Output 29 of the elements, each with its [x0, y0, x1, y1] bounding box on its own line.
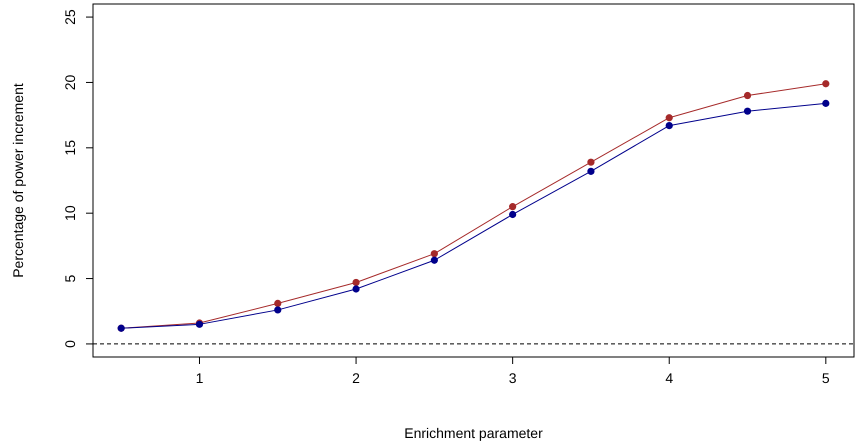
point — [352, 278, 360, 286]
x-tick-label: 5 — [822, 370, 830, 386]
point — [274, 300, 282, 307]
point — [822, 100, 830, 107]
point — [744, 92, 752, 100]
y-tick-label: 0 — [62, 340, 78, 348]
x-tick-label: 4 — [665, 370, 674, 386]
point — [430, 256, 438, 264]
y-tick-label: 20 — [62, 74, 78, 90]
y-tick-label: 15 — [62, 140, 78, 156]
point — [822, 80, 830, 88]
x-tick-label: 1 — [196, 370, 204, 386]
point — [666, 114, 673, 122]
x-tick-label: 2 — [352, 370, 360, 386]
point — [509, 210, 516, 218]
point — [509, 203, 516, 210]
x-tick-label: 3 — [508, 370, 517, 386]
point — [744, 108, 752, 115]
point — [352, 285, 360, 293]
y-tick-label: 25 — [62, 9, 78, 25]
point — [587, 158, 595, 166]
point — [274, 306, 282, 314]
point — [666, 122, 673, 130]
point — [587, 168, 595, 175]
y-tick-label: 10 — [62, 205, 78, 221]
y-axis-title: Percentage of power increment — [10, 83, 26, 278]
y-tick-label: 5 — [62, 274, 78, 282]
x-axis-title: Enrichment parameter — [404, 425, 544, 441]
point — [430, 250, 438, 258]
